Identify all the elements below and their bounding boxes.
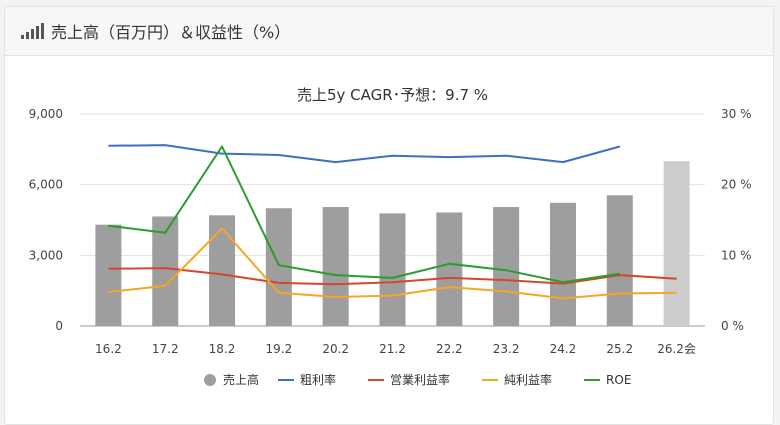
- chart-card: 売上高（百万円）＆収益性（%） 売上5y CAGR･予想：9.7 % 0 0 % 3,…: [4, 6, 774, 425]
- legend-label-ROE: ROE: [606, 373, 631, 387]
- y-left-tick-label: 6,000: [29, 178, 63, 192]
- y-right-tick-label: 30 %: [721, 107, 752, 121]
- combo-chart: 売上5y CAGR･予想：9.7 % 0 0 % 3,000 10 % 6,000 20 %…: [29, 86, 752, 387]
- bar-20.2: [322, 207, 349, 326]
- bar-24.2: [549, 202, 576, 326]
- legend-label-純利益率: 純利益率: [504, 372, 552, 387]
- line-純利益率: [108, 227, 677, 300]
- x-tick-label: 22.2: [436, 342, 463, 356]
- line-営業利益率: [108, 267, 677, 286]
- legend-label-粗利率: 粗利率: [300, 372, 336, 387]
- x-tick-label: 23.2: [493, 342, 520, 356]
- bar-18.2: [209, 215, 236, 326]
- y-right-tick-label: 20 %: [721, 178, 752, 192]
- bar-22.2: [436, 212, 463, 326]
- y-left-tick-label: 9,000: [29, 107, 63, 121]
- chart-title: 売上5y CAGR･予想：9.7 %: [297, 86, 488, 104]
- legend-label-売上高: 売上高: [223, 372, 259, 387]
- bar-25.2: [606, 195, 633, 326]
- x-tick-label: 24.2: [550, 342, 577, 356]
- y-left-tick-label: 3,000: [29, 248, 63, 262]
- x-tick-label: 18.2: [209, 342, 236, 356]
- x-tick-label: 16.2: [95, 342, 122, 356]
- bar-chart-icon: [21, 23, 44, 39]
- x-tick-label: 21.2: [379, 342, 406, 356]
- bar-21.2: [379, 213, 406, 326]
- bar-23.2: [493, 207, 520, 326]
- card-title: 売上高（百万円）＆収益性（%）: [51, 23, 291, 42]
- x-tick-label: 26.2会: [657, 342, 696, 356]
- bar-26.2会: [663, 161, 690, 326]
- bar-17.2: [152, 216, 179, 326]
- legend-label-営業利益率: 営業利益率: [390, 372, 450, 387]
- bar-16.2: [95, 224, 122, 326]
- x-tick-label: 20.2: [322, 342, 349, 356]
- x-tick-label: 17.2: [152, 342, 179, 356]
- card-header: 売上高（百万円）＆収益性（%）: [5, 7, 773, 56]
- line-ROE: [108, 145, 620, 284]
- legend-marker-売上高: [204, 374, 216, 386]
- y-left-tick-label: 0: [55, 319, 63, 333]
- line-粗利率: [108, 144, 621, 164]
- x-tick-label: 25.2: [606, 342, 633, 356]
- x-tick-label: 19.2: [266, 342, 293, 356]
- y-right-tick-label: 10 %: [721, 248, 752, 262]
- y-right-tick-label: 0 %: [721, 319, 744, 333]
